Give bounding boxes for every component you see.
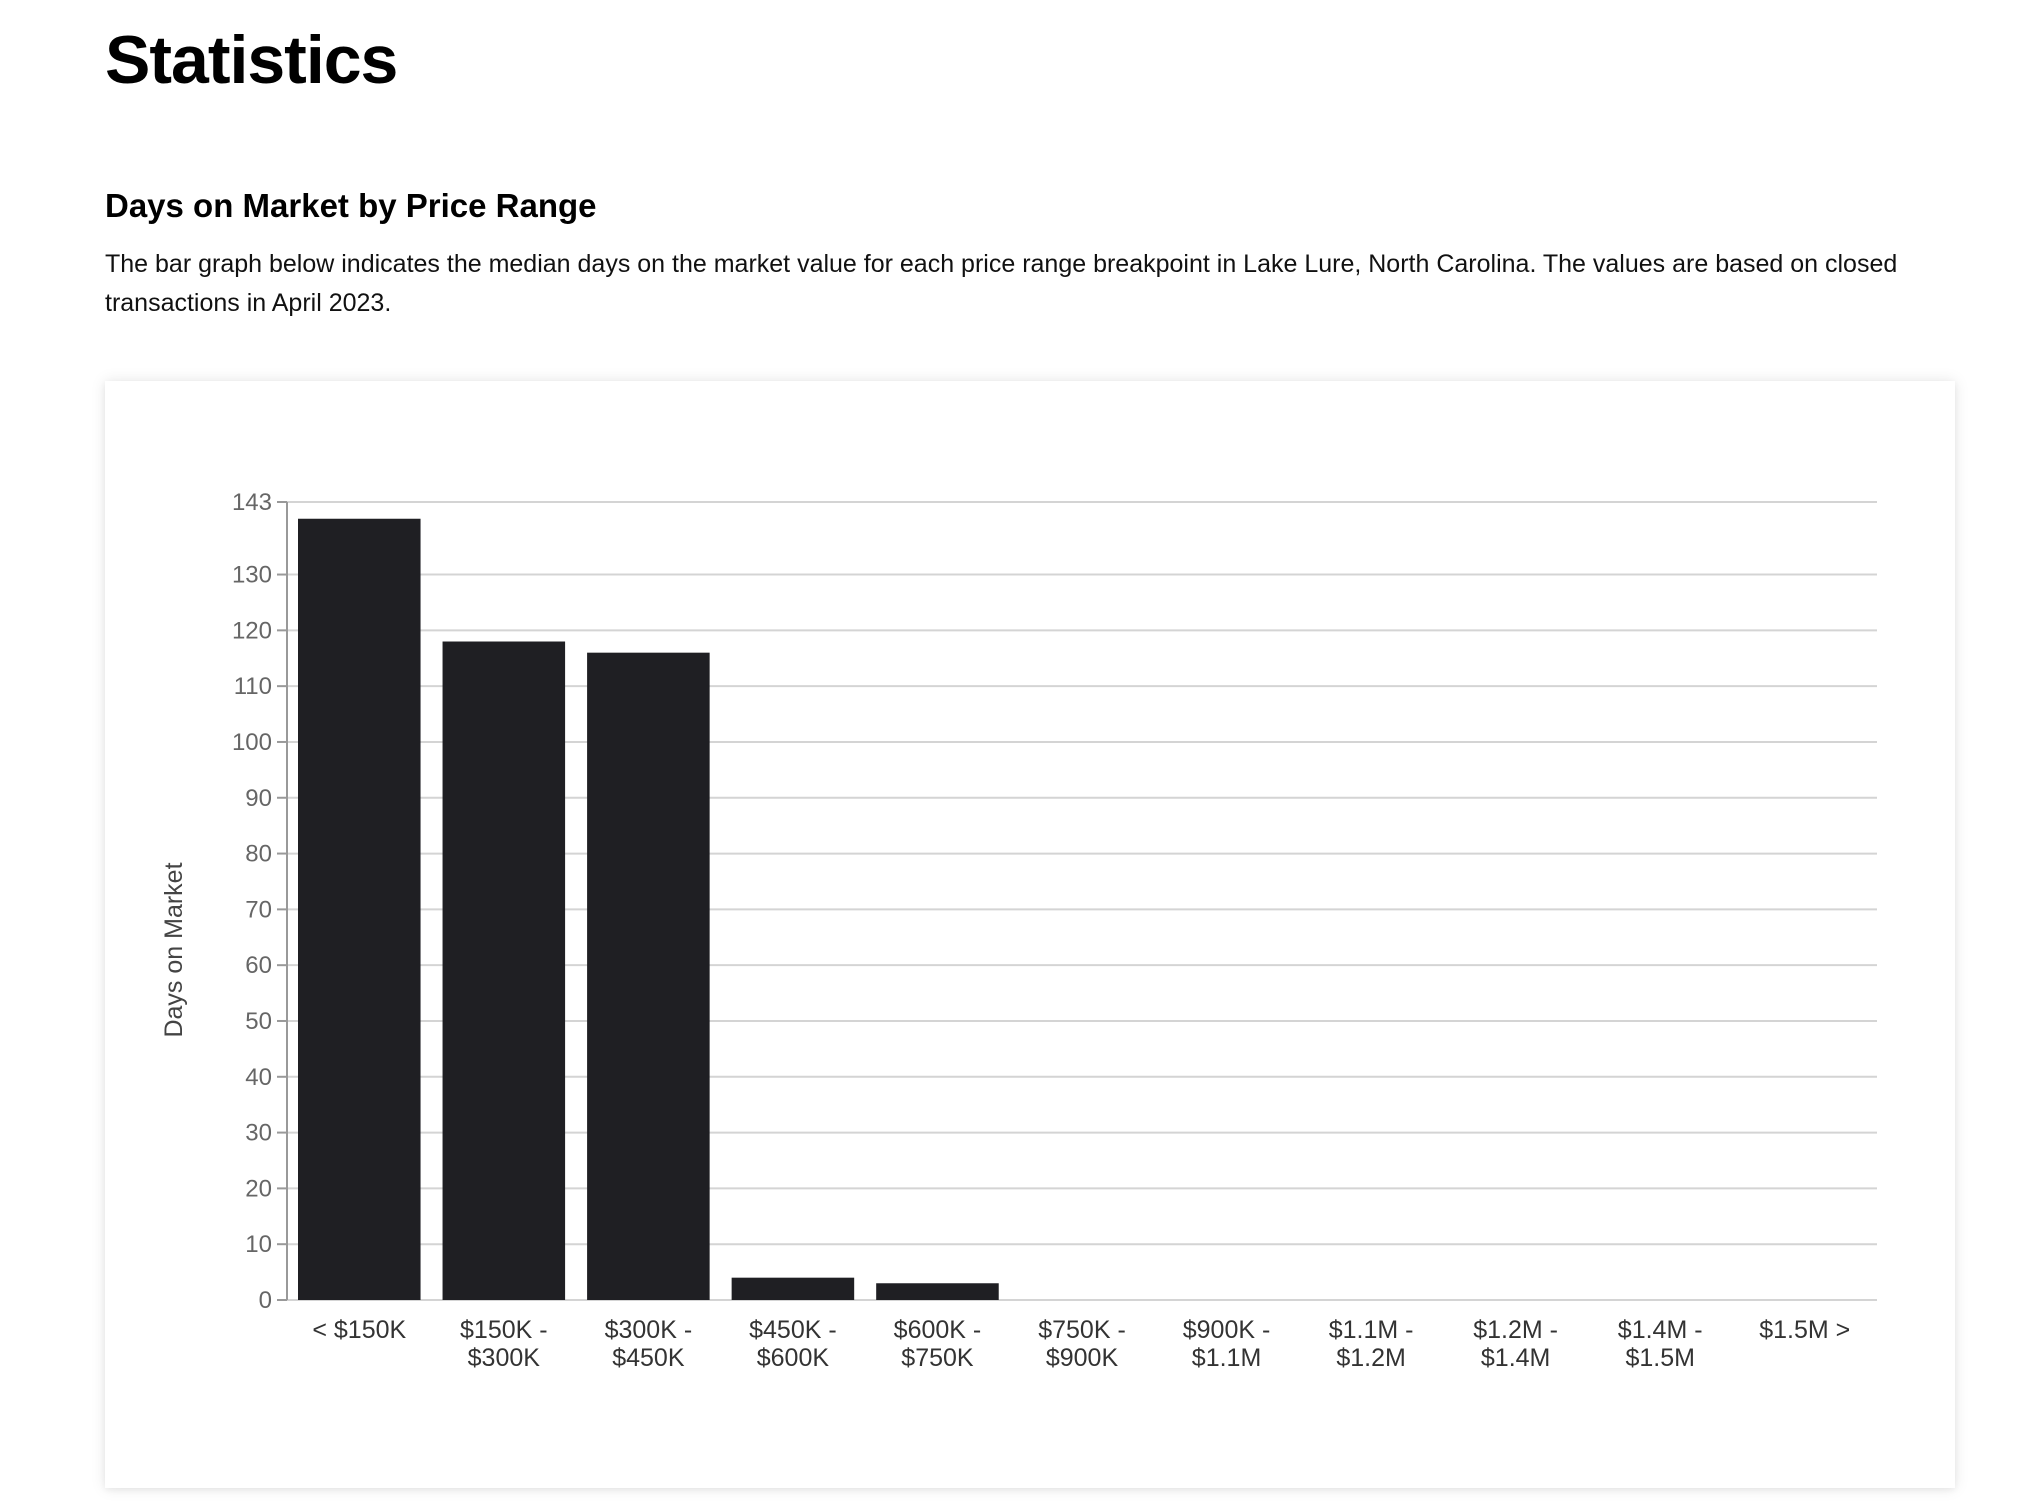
section-description: The bar graph below indicates the median… [105, 250, 1898, 317]
y-tick-label: 130 [232, 562, 272, 589]
y-tick-label: 30 [245, 1120, 272, 1147]
x-tick-label: $1.4M -$1.5M [1618, 1316, 1703, 1372]
bars [298, 518, 999, 1300]
y-tick-label: 110 [234, 673, 272, 700]
y-tick-label: 0 [259, 1287, 272, 1314]
y-tick-label: 10 [245, 1231, 272, 1258]
bar[interactable] [876, 1283, 999, 1300]
bar[interactable] [731, 1277, 855, 1300]
y-tick-label: 143 [232, 489, 272, 516]
y-tick-label: 60 [245, 952, 272, 979]
y-tick-label: 100 [232, 729, 272, 756]
x-axis-labels: < $150K $150K -$300K $300K -$450K $450K -$6… [312, 1316, 1850, 1372]
bar[interactable] [442, 641, 566, 1300]
y-axis: 0 10 20 30 40 50 60 70 80 90 100 110 120 130 143 [232, 489, 288, 1314]
x-tick-label: < $150K [312, 1316, 406, 1344]
y-tick-label: 80 [245, 841, 272, 868]
page-title: Statistics [105, 22, 398, 98]
bar[interactable] [587, 652, 710, 1300]
y-tick-label: 70 [245, 896, 272, 923]
x-tick-label: $1.1M -$1.2M [1329, 1316, 1414, 1372]
x-tick-label: $600K -$750K [894, 1316, 982, 1372]
bar[interactable] [298, 518, 421, 1300]
y-tick-label: 120 [232, 617, 272, 644]
section-title: Days on Market by Price Range [105, 187, 597, 224]
x-tick-label: $150K -$300K [460, 1316, 548, 1372]
y-axis-title: Days on Market [160, 862, 188, 1037]
x-tick-label: $450K -$600K [749, 1316, 837, 1372]
x-tick-label: $900K -$1.1M [1183, 1316, 1271, 1372]
y-tick-label: 40 [245, 1064, 272, 1091]
y-tick-label: 50 [245, 1008, 272, 1035]
x-tick-label: $750K -$900K [1038, 1316, 1126, 1372]
x-tick-label: $300K -$450K [605, 1316, 693, 1372]
x-tick-label: $1.5M > [1759, 1316, 1850, 1344]
x-tick-label: $1.2M -$1.4M [1473, 1316, 1558, 1372]
days-on-market-bar-chart: 0 10 20 30 40 50 60 70 80 90 100 110 120 130 143 < $15… [160, 489, 1877, 1372]
y-tick-label: 20 [245, 1175, 272, 1202]
y-tick-label: 90 [245, 785, 272, 812]
chart-card: 0 10 20 30 40 50 60 70 80 90 100 110 120 130 143 < $15… [105, 381, 1955, 1488]
